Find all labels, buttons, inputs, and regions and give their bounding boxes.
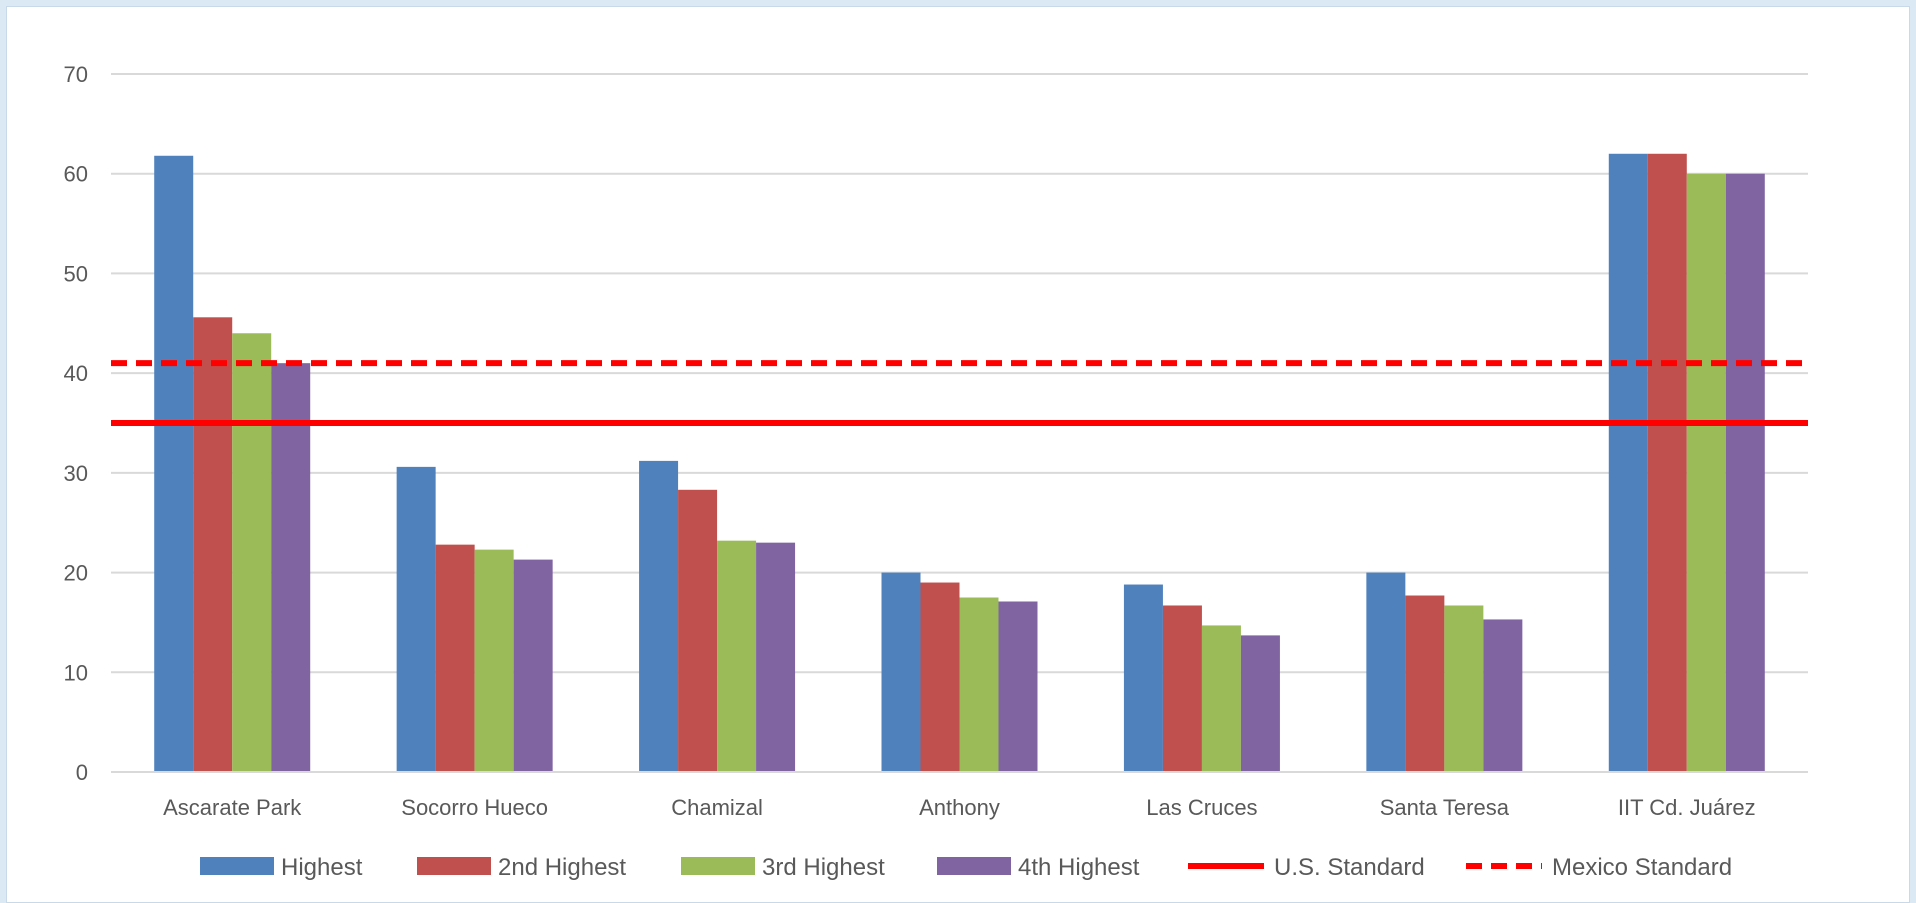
bar-4th-highest-0: [271, 363, 311, 772]
bar-4th-highest-5: [1483, 619, 1523, 772]
legend-label-highest: Highest: [281, 854, 363, 881]
bar-3rd-highest-3: [959, 597, 999, 772]
y-tick-label: 10: [64, 660, 88, 685]
y-tick-label: 0: [76, 760, 88, 785]
bar-3rd-highest-0: [232, 333, 272, 772]
x-tick-label: IIT Cd. Juárez: [1618, 795, 1756, 820]
bar-4th-highest-4: [1240, 635, 1280, 772]
x-tick-label: Socorro Hueco: [401, 795, 548, 820]
y-tick-label: 30: [64, 461, 88, 486]
bar-4th-highest-1: [513, 559, 553, 772]
legend-label-3rd-highest: 3rd Highest: [762, 854, 885, 881]
y-tick-label: 50: [64, 261, 88, 286]
bar-3rd-highest-1: [474, 549, 514, 772]
bar-4th-highest-6: [1725, 173, 1765, 772]
bar-3rd-highest-6: [1686, 173, 1726, 772]
bar-3rd-highest-5: [1444, 605, 1484, 772]
bar-2nd-highest-2: [678, 489, 718, 772]
legend-label-u-s-standard: U.S. Standard: [1274, 854, 1425, 881]
bar-2nd-highest-3: [920, 582, 960, 772]
bar-2nd-highest-5: [1405, 595, 1445, 772]
reference-lines: [111, 360, 1808, 426]
bar-highest-5: [1366, 572, 1406, 772]
legend-swatch-2nd-highest: [417, 857, 491, 875]
bar-2nd-highest-4: [1162, 605, 1202, 772]
bar-2nd-highest-1: [435, 544, 475, 772]
legend-label-mexico-standard: Mexico Standard: [1552, 854, 1732, 881]
bar-highest-6: [1608, 153, 1648, 772]
x-tick-label: Las Cruces: [1146, 795, 1257, 820]
x-tick-label: Anthony: [919, 795, 1000, 820]
x-axis-ticks: Ascarate Park Socorro Hueco Chamizal Anthon…: [111, 771, 1808, 820]
legend: Highest 2nd Highest 3rd Highest 4th Highest…: [200, 854, 1732, 881]
y-axis-ticks: 0 10 20 30 40 50 60 70: [64, 62, 88, 785]
bar-2nd-highest-0: [193, 317, 233, 772]
legend-label-4th-highest: 4th Highest: [1018, 854, 1140, 881]
legend-swatch-4th-highest: [937, 857, 1011, 875]
legend-swatch-highest: [200, 857, 274, 875]
bar-3rd-highest-4: [1201, 625, 1241, 772]
legend-label-2nd-highest: 2nd Highest: [498, 854, 626, 881]
y-tick-label: 20: [64, 561, 88, 586]
bar-4th-highest-3: [998, 601, 1038, 772]
bars: [154, 153, 1765, 772]
bar-highest-2: [639, 460, 679, 772]
x-tick-label: Santa Teresa: [1380, 795, 1510, 820]
bar-highest-4: [1123, 584, 1163, 772]
bar-2nd-highest-6: [1647, 153, 1687, 772]
y-tick-label: 70: [64, 62, 88, 87]
bar-4th-highest-2: [756, 542, 796, 772]
legend-swatch-3rd-highest: [681, 857, 755, 875]
y-tick-label: 60: [64, 162, 88, 187]
x-tick-label: Ascarate Park: [163, 795, 302, 820]
bar-3rd-highest-2: [717, 540, 757, 772]
x-tick-label: Chamizal: [671, 795, 763, 820]
bar-highest-3: [881, 572, 921, 772]
y-tick-label: 40: [64, 361, 88, 386]
bar-highest-0: [154, 155, 194, 772]
bar-highest-1: [396, 466, 436, 772]
